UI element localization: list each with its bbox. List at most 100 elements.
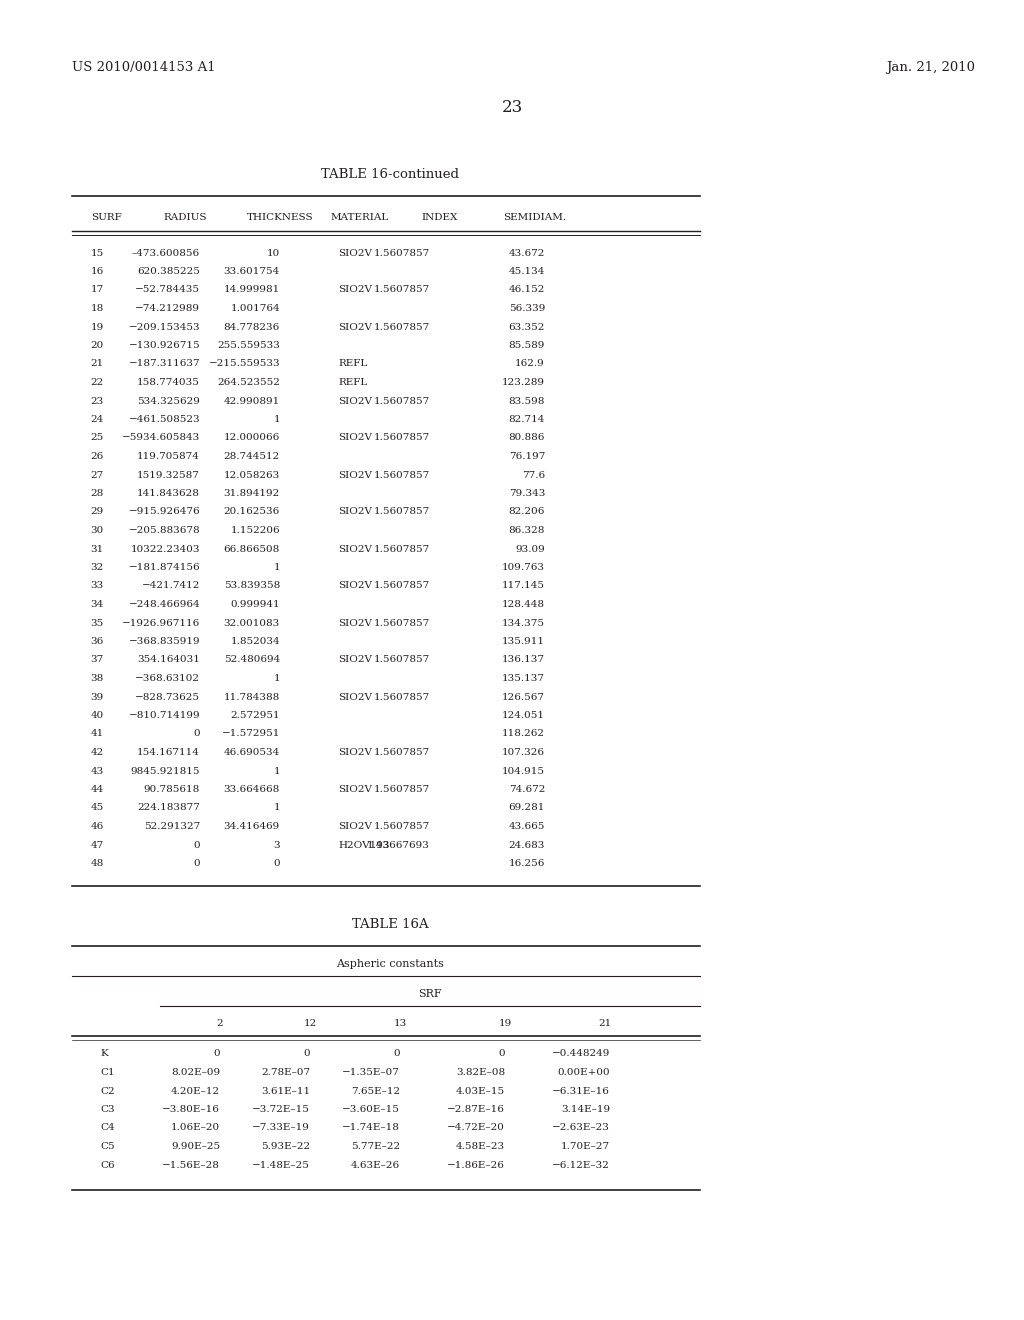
Text: C5: C5 bbox=[100, 1142, 115, 1151]
Text: 0: 0 bbox=[393, 1049, 400, 1059]
Text: 16: 16 bbox=[90, 267, 103, 276]
Text: 1.5607857: 1.5607857 bbox=[374, 619, 430, 627]
Text: 1: 1 bbox=[273, 414, 280, 424]
Text: SIO2V: SIO2V bbox=[338, 285, 372, 294]
Text: 0.00E+00: 0.00E+00 bbox=[557, 1068, 610, 1077]
Text: –473.600856: –473.600856 bbox=[132, 248, 200, 257]
Text: 45.134: 45.134 bbox=[509, 267, 545, 276]
Text: 1: 1 bbox=[273, 804, 280, 813]
Text: 44: 44 bbox=[90, 785, 103, 795]
Text: TABLE 16A: TABLE 16A bbox=[351, 917, 428, 931]
Text: US 2010/0014153 A1: US 2010/0014153 A1 bbox=[72, 62, 216, 74]
Text: 4.63E–26: 4.63E–26 bbox=[351, 1160, 400, 1170]
Text: 136.137: 136.137 bbox=[502, 656, 545, 664]
Text: −3.72E–15: −3.72E–15 bbox=[252, 1105, 310, 1114]
Text: −52.784435: −52.784435 bbox=[135, 285, 200, 294]
Text: SIO2V: SIO2V bbox=[338, 322, 372, 331]
Text: 224.183877: 224.183877 bbox=[137, 804, 200, 813]
Text: 31: 31 bbox=[90, 544, 103, 553]
Text: 52.480694: 52.480694 bbox=[224, 656, 280, 664]
Text: 354.164031: 354.164031 bbox=[137, 656, 200, 664]
Text: 84.778236: 84.778236 bbox=[224, 322, 280, 331]
Text: 23: 23 bbox=[90, 396, 103, 405]
Text: 26: 26 bbox=[90, 451, 103, 461]
Text: 1.5607857: 1.5607857 bbox=[374, 693, 430, 701]
Text: 30: 30 bbox=[90, 525, 103, 535]
Text: −3.80E–16: −3.80E–16 bbox=[162, 1105, 220, 1114]
Text: K: K bbox=[100, 1049, 108, 1059]
Text: 27: 27 bbox=[90, 470, 103, 479]
Text: 534.325629: 534.325629 bbox=[137, 396, 200, 405]
Text: 104.915: 104.915 bbox=[502, 767, 545, 776]
Text: 19: 19 bbox=[499, 1019, 512, 1028]
Text: 2.78E–07: 2.78E–07 bbox=[261, 1068, 310, 1077]
Text: TABLE 16-continued: TABLE 16-continued bbox=[321, 169, 459, 181]
Text: 1: 1 bbox=[273, 675, 280, 682]
Text: 0: 0 bbox=[194, 859, 200, 869]
Text: 41: 41 bbox=[90, 730, 103, 738]
Text: REFL: REFL bbox=[338, 359, 368, 368]
Text: 46.690534: 46.690534 bbox=[224, 748, 280, 756]
Text: 34.416469: 34.416469 bbox=[224, 822, 280, 832]
Text: −7.33E–19: −7.33E–19 bbox=[252, 1123, 310, 1133]
Text: 33: 33 bbox=[90, 582, 103, 590]
Text: −368.63102: −368.63102 bbox=[135, 675, 200, 682]
Text: SIO2V: SIO2V bbox=[338, 470, 372, 479]
Text: 34: 34 bbox=[90, 601, 103, 609]
Text: RADIUS: RADIUS bbox=[163, 214, 207, 223]
Text: 42: 42 bbox=[90, 748, 103, 756]
Text: 22: 22 bbox=[90, 378, 103, 387]
Text: 93.09: 93.09 bbox=[515, 544, 545, 553]
Text: 42.990891: 42.990891 bbox=[224, 396, 280, 405]
Text: 45: 45 bbox=[90, 804, 103, 813]
Text: 1.5607857: 1.5607857 bbox=[374, 544, 430, 553]
Text: −215.559533: −215.559533 bbox=[208, 359, 280, 368]
Text: THICKNESS: THICKNESS bbox=[247, 214, 313, 223]
Text: 79.343: 79.343 bbox=[509, 488, 545, 498]
Text: 11.784388: 11.784388 bbox=[224, 693, 280, 701]
Text: −1.35E–07: −1.35E–07 bbox=[342, 1068, 400, 1077]
Text: −828.73625: −828.73625 bbox=[135, 693, 200, 701]
Text: −1.56E–28: −1.56E–28 bbox=[162, 1160, 220, 1170]
Text: 90.785618: 90.785618 bbox=[143, 785, 200, 795]
Text: 4.03E–15: 4.03E–15 bbox=[456, 1086, 505, 1096]
Text: 5.93E–22: 5.93E–22 bbox=[261, 1142, 310, 1151]
Text: 28: 28 bbox=[90, 488, 103, 498]
Text: 3: 3 bbox=[273, 841, 280, 850]
Text: 128.448: 128.448 bbox=[502, 601, 545, 609]
Text: 12.058263: 12.058263 bbox=[224, 470, 280, 479]
Text: 53.839358: 53.839358 bbox=[224, 582, 280, 590]
Text: −181.874156: −181.874156 bbox=[128, 564, 200, 572]
Text: 23: 23 bbox=[502, 99, 522, 116]
Text: 39: 39 bbox=[90, 693, 103, 701]
Text: −2.87E–16: −2.87E–16 bbox=[447, 1105, 505, 1114]
Text: 24: 24 bbox=[90, 414, 103, 424]
Text: 119.705874: 119.705874 bbox=[137, 451, 200, 461]
Text: 158.774035: 158.774035 bbox=[137, 378, 200, 387]
Text: 29: 29 bbox=[90, 507, 103, 516]
Text: SIO2V: SIO2V bbox=[338, 785, 372, 795]
Text: −205.883678: −205.883678 bbox=[128, 525, 200, 535]
Text: SIO2V: SIO2V bbox=[338, 248, 372, 257]
Text: 118.262: 118.262 bbox=[502, 730, 545, 738]
Text: 77.6: 77.6 bbox=[522, 470, 545, 479]
Text: 8.02E–09: 8.02E–09 bbox=[171, 1068, 220, 1077]
Text: SIO2V: SIO2V bbox=[338, 619, 372, 627]
Text: 1.5607857: 1.5607857 bbox=[374, 396, 430, 405]
Text: 13: 13 bbox=[393, 1019, 407, 1028]
Text: 63.352: 63.352 bbox=[509, 322, 545, 331]
Text: 16.256: 16.256 bbox=[509, 859, 545, 869]
Text: 9845.921815: 9845.921815 bbox=[130, 767, 200, 776]
Text: −5934.605843: −5934.605843 bbox=[122, 433, 200, 442]
Text: −74.212989: −74.212989 bbox=[135, 304, 200, 313]
Text: 48: 48 bbox=[90, 859, 103, 869]
Text: −810.714199: −810.714199 bbox=[128, 711, 200, 719]
Text: 1.5607857: 1.5607857 bbox=[374, 785, 430, 795]
Text: SIO2V: SIO2V bbox=[338, 433, 372, 442]
Text: 1.5607857: 1.5607857 bbox=[374, 470, 430, 479]
Text: INDEX: INDEX bbox=[422, 214, 458, 223]
Text: 52.291327: 52.291327 bbox=[143, 822, 200, 832]
Text: −1.572951: −1.572951 bbox=[221, 730, 280, 738]
Text: 0: 0 bbox=[499, 1049, 505, 1059]
Text: 123.289: 123.289 bbox=[502, 378, 545, 387]
